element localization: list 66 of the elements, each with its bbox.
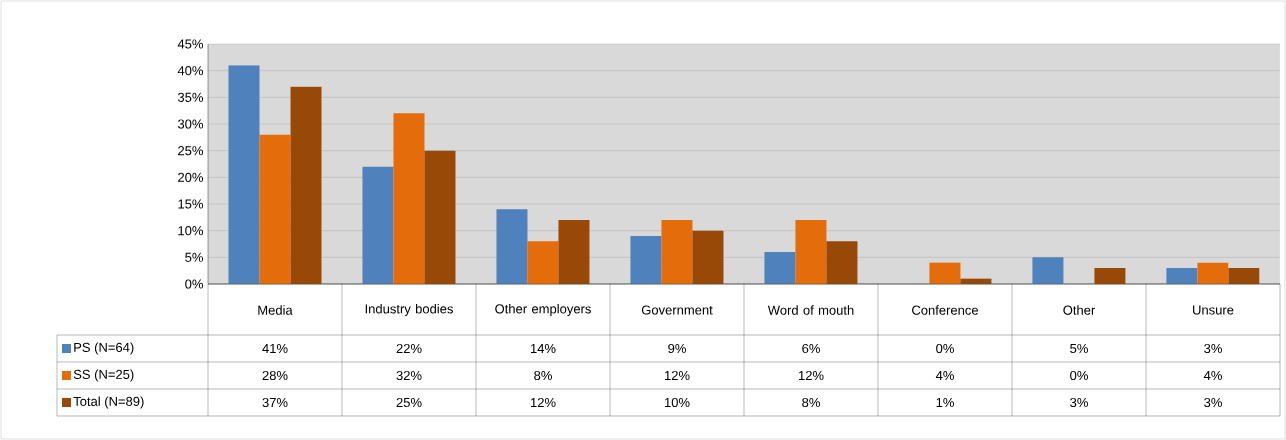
bar xyxy=(1166,268,1198,284)
data-label: 8% xyxy=(534,370,552,381)
y-tick-label: 35% xyxy=(177,92,204,102)
data-label: 12% xyxy=(798,370,824,381)
y-tick-label: 40% xyxy=(177,66,204,76)
y-tick-label: 30% xyxy=(177,119,204,129)
data-label: 4% xyxy=(1203,370,1222,381)
data-label: 1% xyxy=(936,397,954,408)
data-label: 32% xyxy=(396,370,422,381)
bar xyxy=(393,113,425,284)
data-label: 12% xyxy=(664,370,690,381)
data-label: 41% xyxy=(262,343,288,354)
data-label: 6% xyxy=(802,343,820,354)
bar xyxy=(228,65,260,284)
data-label: 28% xyxy=(262,370,288,381)
bar xyxy=(290,86,322,284)
bar xyxy=(661,220,693,284)
bar xyxy=(1032,257,1064,284)
bar xyxy=(764,252,796,284)
data-label: 5% xyxy=(1070,343,1088,354)
y-tick-label: 20% xyxy=(178,172,204,182)
data-label: 3% xyxy=(1070,397,1088,408)
bar xyxy=(362,166,394,284)
bar xyxy=(795,220,827,284)
x-tick-label: Government xyxy=(641,305,713,315)
data-label: 8% xyxy=(802,397,820,408)
x-tick-label: Word of mouth xyxy=(767,305,854,315)
data-label: 4% xyxy=(935,370,954,381)
bar xyxy=(1197,262,1229,284)
bar xyxy=(1094,268,1126,284)
bar xyxy=(424,150,456,284)
y-tick-label: 0% xyxy=(185,279,204,289)
bar xyxy=(826,241,858,284)
bar xyxy=(1228,268,1260,284)
bar xyxy=(558,220,590,284)
bar xyxy=(527,241,559,284)
data-label: 3% xyxy=(1204,397,1222,408)
x-tick-label: Industry bodies xyxy=(365,303,453,317)
y-tick-label: 10% xyxy=(178,226,204,236)
data-label: 37% xyxy=(262,397,288,408)
y-tick-label: 5% xyxy=(185,252,204,262)
legend-label: PS (N=64) xyxy=(74,342,134,355)
data-label: 12% xyxy=(530,397,556,408)
data-label: 9% xyxy=(668,343,686,354)
y-tick-label: 25% xyxy=(178,146,204,156)
x-tick-label: Other employers xyxy=(495,303,591,317)
x-tick-label: Conference xyxy=(912,305,979,315)
legend-label: Total (N=89) xyxy=(73,396,144,409)
x-tick-label: Media xyxy=(258,305,293,315)
bar xyxy=(929,262,961,284)
bar xyxy=(259,134,291,284)
x-tick-label: Other xyxy=(1063,305,1096,315)
x-tick-label: Unsure xyxy=(1193,305,1234,315)
bar xyxy=(496,209,528,284)
data-label: 10% xyxy=(664,397,690,408)
bar xyxy=(630,236,662,284)
bar xyxy=(692,230,724,284)
data-label: 0% xyxy=(1070,370,1088,381)
data-label: 0% xyxy=(936,343,954,354)
data-label: 14% xyxy=(530,343,556,354)
data-label: 22% xyxy=(396,343,422,354)
data-label: 3% xyxy=(1204,343,1222,354)
data-label: 25% xyxy=(396,397,422,408)
legend-label: SS (N=25) xyxy=(73,369,134,382)
y-tick-label: 45% xyxy=(177,39,204,49)
y-tick-label: 15% xyxy=(178,199,204,209)
